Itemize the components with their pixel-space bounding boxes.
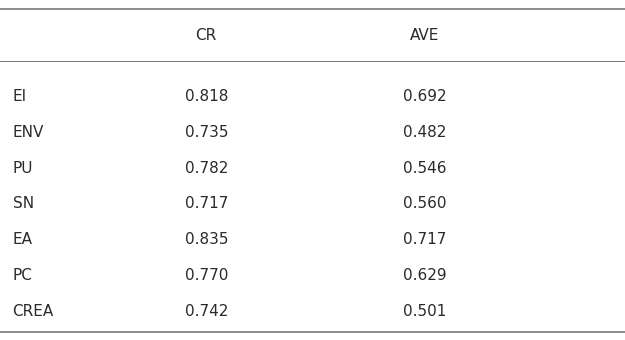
Text: 0.818: 0.818 <box>184 89 228 104</box>
Text: CR: CR <box>196 28 217 43</box>
Text: ENV: ENV <box>12 125 44 140</box>
Text: 0.717: 0.717 <box>403 232 447 247</box>
Text: 0.482: 0.482 <box>403 125 447 140</box>
Text: 0.742: 0.742 <box>184 304 228 319</box>
Text: 0.735: 0.735 <box>184 125 228 140</box>
Text: 0.835: 0.835 <box>184 232 228 247</box>
Text: 0.770: 0.770 <box>184 268 228 283</box>
Text: EI: EI <box>12 89 27 104</box>
Text: 0.692: 0.692 <box>403 89 447 104</box>
Text: EA: EA <box>12 232 32 247</box>
Text: 0.782: 0.782 <box>184 161 228 176</box>
Text: PU: PU <box>12 161 33 176</box>
Text: 0.501: 0.501 <box>403 304 447 319</box>
Text: SN: SN <box>12 197 34 211</box>
Text: 0.560: 0.560 <box>403 197 447 211</box>
Text: CREA: CREA <box>12 304 54 319</box>
Text: 0.717: 0.717 <box>184 197 228 211</box>
Text: 0.546: 0.546 <box>403 161 447 176</box>
Text: 0.629: 0.629 <box>403 268 447 283</box>
Text: PC: PC <box>12 268 32 283</box>
Text: AVE: AVE <box>411 28 440 43</box>
